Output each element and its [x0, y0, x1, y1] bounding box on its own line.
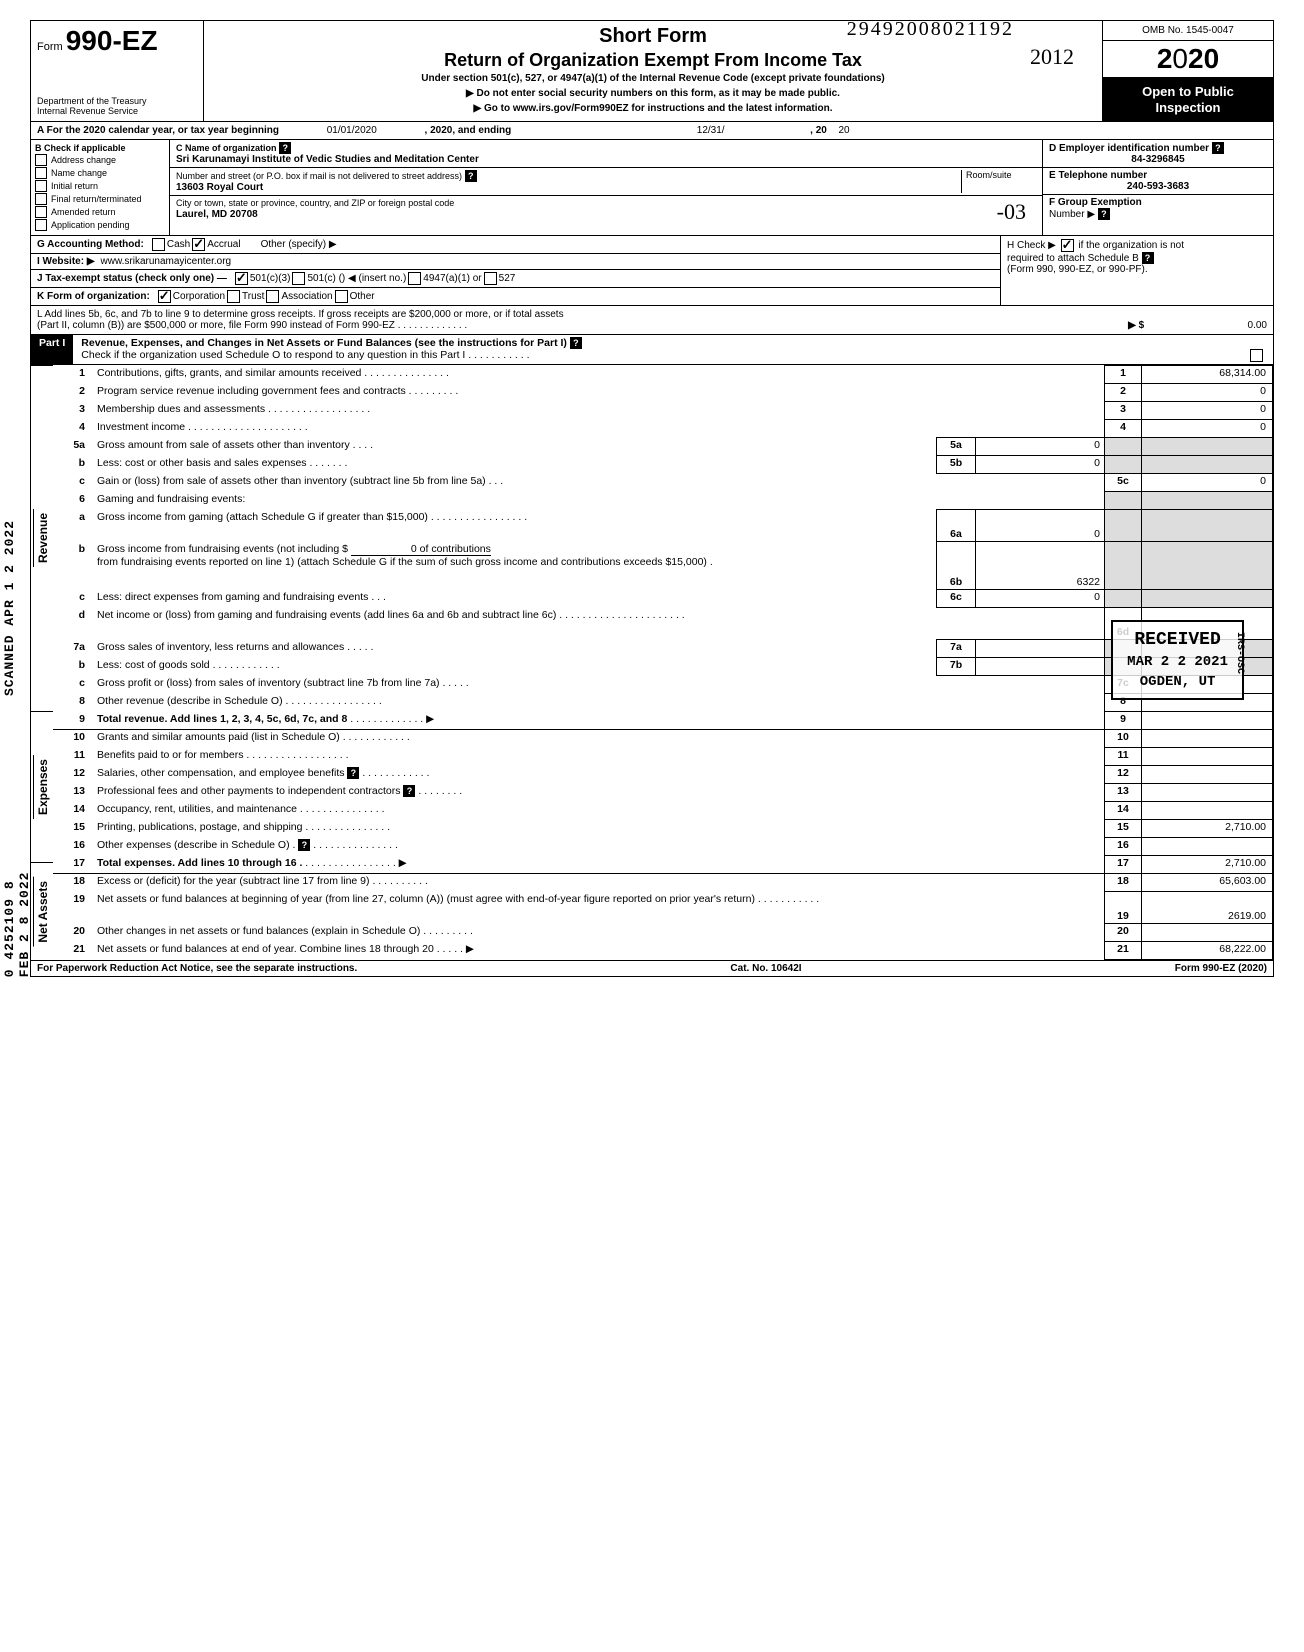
tax-year: 20202020 — [1103, 41, 1273, 78]
chk-other-org[interactable] — [335, 290, 348, 303]
chk-initial-return[interactable] — [35, 180, 47, 192]
help-icon[interactable]: ? — [279, 142, 291, 154]
chk-cash[interactable] — [152, 238, 165, 251]
city-state-zip: Laurel, MD 20708 — [176, 209, 258, 220]
open-public-2: Inspection — [1105, 100, 1271, 116]
row-k-label: K Form of organization: — [37, 291, 150, 302]
chk-address-change[interactable] — [35, 154, 47, 166]
footer-left: For Paperwork Reduction Act Notice, see … — [37, 963, 357, 974]
group-exemption-label: F Group Exemption — [1049, 197, 1142, 208]
part1-check-line: Check if the organization used Schedule … — [81, 349, 471, 361]
row-l-line2: (Part II, column (B)) are $500,000 or mo… — [37, 320, 467, 331]
handwritten-03: -03 — [997, 199, 1026, 225]
dept-irs: Internal Revenue Service — [37, 107, 197, 117]
chk-501c3[interactable] — [235, 272, 248, 285]
form-prefix: Form — [37, 41, 63, 53]
form-990ez: Form 990-EZ Department of the Treasury I… — [30, 20, 1274, 977]
chk-accrual[interactable] — [192, 238, 205, 251]
omb-number: OMB No. 1545-0047 — [1103, 21, 1273, 41]
website-value: www.srikarunamayicenter.org — [101, 256, 232, 267]
chk-527[interactable] — [484, 272, 497, 285]
help-icon[interactable]: ? — [1212, 142, 1224, 154]
instr-ssn: ▶ Do not enter social security numbers o… — [214, 88, 1092, 99]
row-g-label: G Accounting Method: — [37, 239, 144, 250]
chk-corporation[interactable] — [158, 290, 171, 303]
row-j-label: J Tax-exempt status (check only one) — — [37, 273, 227, 284]
help-icon[interactable]: ? — [1098, 208, 1110, 220]
main-title: Return of Organization Exempt From Incom… — [214, 50, 1092, 71]
street-address: 13603 Royal Court — [176, 182, 263, 193]
chk-schedule-b[interactable] — [1061, 239, 1074, 252]
form-number: 990-EZ — [66, 25, 158, 56]
chk-association[interactable] — [266, 290, 279, 303]
chk-application-pending[interactable] — [35, 219, 47, 231]
room-label: Room/suite — [966, 170, 1012, 180]
org-name: Sri Karunamayi Institute of Vedic Studie… — [176, 154, 479, 165]
side-net-assets: Net Assets — [33, 877, 52, 947]
ein-value: 84-3296845 — [1049, 154, 1267, 165]
part1-badge: Part I — [31, 335, 73, 364]
chk-4947[interactable] — [408, 272, 421, 285]
footer-mid: Cat. No. 10642I — [730, 963, 801, 974]
gross-receipts-value: 0.00 — [1147, 320, 1267, 331]
phone-value: 240-593-3683 — [1049, 181, 1267, 192]
side-revenue: Revenue — [33, 509, 52, 567]
subtitle: Under section 501(c), 527, or 4947(a)(1)… — [214, 73, 1092, 84]
row-h-text1: H Check ▶ — [1007, 240, 1056, 251]
help-icon[interactable]: ? — [1142, 252, 1154, 264]
chk-name-change[interactable] — [35, 167, 47, 179]
chk-final-return[interactable] — [35, 193, 47, 205]
phone-label: E Telephone number — [1049, 170, 1147, 181]
chk-schedule-o[interactable] — [1250, 349, 1263, 362]
scanned-stamp: SCANNED APR 1 2 2022 — [2, 520, 17, 696]
instr-goto: ▶ Go to www.irs.gov/Form990EZ for instru… — [214, 103, 1092, 114]
lines-table: 1Contributions, gifts, grants, and simil… — [53, 365, 1273, 960]
row-a-tax-year: A For the 2020 calendar year, or tax yea… — [31, 122, 1273, 140]
received-stamp: RECEIVED MAR 2 2 2021 OGDEN, UT IRS-OSC — [1111, 620, 1244, 700]
help-icon[interactable]: ? — [465, 170, 477, 182]
chk-amended-return[interactable] — [35, 206, 47, 218]
side-expenses: Expenses — [33, 755, 52, 819]
chk-501c[interactable] — [292, 272, 305, 285]
help-icon[interactable]: ? — [570, 337, 582, 349]
chk-trust[interactable] — [227, 290, 240, 303]
ein-label: D Employer identification number — [1049, 143, 1209, 154]
part1-title: Revenue, Expenses, and Changes in Net As… — [81, 337, 567, 349]
short-form-title: Short Form — [214, 25, 1092, 48]
row-l-line1: L Add lines 5b, 6c, and 7b to line 9 to … — [37, 309, 1267, 320]
org-name-label: C Name of organization — [176, 143, 277, 153]
city-label: City or town, state or province, country… — [176, 198, 454, 208]
street-label: Number and street (or P.O. box if mail i… — [176, 171, 462, 181]
col-b-header: B Check if applicable — [35, 143, 165, 153]
side-stamp-2: 0 4252109 8 FEB 2 8 2022 — [2, 870, 32, 977]
row-i-label: I Website: ▶ — [37, 256, 95, 267]
open-public-1: Open to Public — [1105, 84, 1271, 100]
footer-right: Form 990-EZ (2020) — [1175, 963, 1267, 974]
